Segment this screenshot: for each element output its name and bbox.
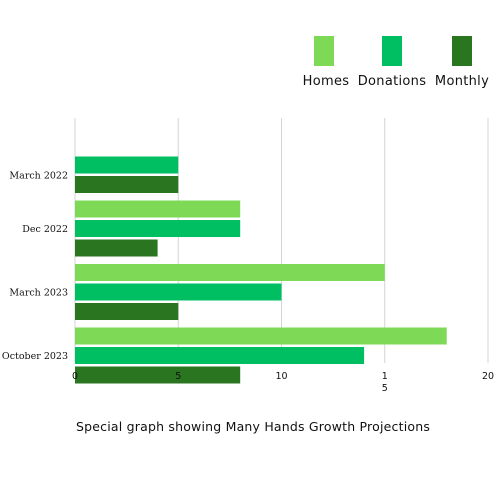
x-tick-label-2: 10 (275, 371, 287, 382)
category-label-1: Dec 2022 (22, 224, 68, 235)
bar-monthly-3 (75, 366, 241, 384)
x-axis-ticks: 0 5 10 1 5 20 (72, 371, 494, 394)
legend-label-homes: Homes (302, 74, 350, 89)
bar-donations-1 (75, 220, 241, 237)
bar-donations-3 (75, 347, 365, 364)
legend-label-donations: Donations (357, 74, 427, 89)
bar-homes-2 (75, 264, 385, 281)
legend-label-monthly: Monthly (434, 74, 490, 89)
category-label-3: October 2023 (2, 351, 68, 362)
bar-homes-3 (75, 327, 447, 345)
bar-monthly-1 (75, 239, 158, 257)
bar-donations-0 (75, 156, 179, 174)
bar-monthly-0 (75, 176, 179, 193)
legend-swatch-donations (382, 36, 402, 66)
x-tick-label-4: 20 (482, 371, 494, 382)
chart-caption: Special graph showing Many Hands Growth … (76, 419, 431, 434)
bar-donations-2 (75, 283, 282, 301)
legend-swatch-homes (314, 36, 334, 66)
bars (75, 156, 447, 384)
category-label-0: March 2022 (9, 170, 68, 181)
x-tick-label-1: 5 (175, 371, 181, 382)
x-tick-label-0: 0 (72, 371, 78, 382)
bar-homes-1 (75, 200, 241, 218)
legend-swatch-monthly (452, 36, 472, 66)
category-labels: March 2022 Dec 2022 March 2023 October 2023 (2, 170, 68, 362)
category-label-2: March 2023 (9, 288, 68, 299)
bar-monthly-2 (75, 303, 179, 320)
